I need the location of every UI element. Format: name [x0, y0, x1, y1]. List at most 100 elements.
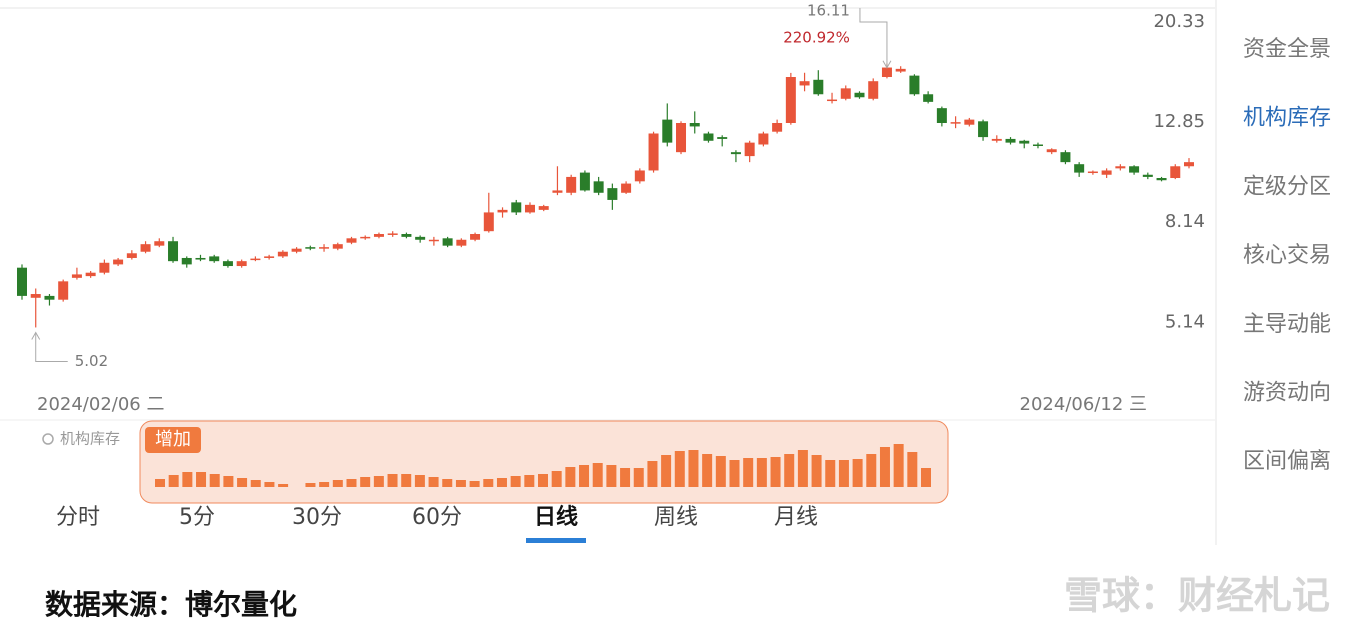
candle-body — [1101, 170, 1112, 175]
candle-body — [991, 138, 1002, 141]
period-tab[interactable]: 月线 — [774, 505, 818, 530]
volume-bar — [373, 476, 384, 487]
candle-body — [1060, 152, 1071, 163]
period-tab[interactable]: 60分 — [412, 505, 462, 530]
menu-item[interactable]: 游资动向 — [1243, 381, 1331, 406]
volume-bar — [182, 472, 193, 487]
menu-item[interactable]: 区间偏离 — [1243, 449, 1331, 474]
volume-bar — [209, 474, 220, 487]
candle-body — [730, 152, 741, 155]
candle-body — [744, 142, 755, 157]
period-tab[interactable]: 日线 — [534, 504, 578, 530]
volume-bar — [455, 480, 466, 487]
volume-bar — [661, 455, 672, 487]
volume-bar — [893, 444, 904, 487]
candle-body — [113, 259, 124, 265]
candle-body — [813, 79, 824, 95]
candle-body — [909, 75, 920, 95]
volume-bar — [510, 476, 521, 487]
candle-body — [579, 172, 590, 191]
volume-bar — [565, 467, 576, 487]
candle-body — [1032, 144, 1043, 147]
candle-body — [1156, 178, 1167, 181]
volume-bar — [756, 458, 767, 487]
candle-body — [607, 188, 618, 200]
candle-body — [936, 108, 947, 123]
candle-body — [593, 181, 604, 193]
candle-body — [181, 257, 192, 265]
max-leader — [859, 8, 888, 67]
candle-body — [1046, 149, 1057, 153]
candle-body — [785, 77, 796, 123]
candle-body — [277, 251, 288, 257]
candle-body — [209, 256, 220, 262]
candle-body — [621, 183, 632, 193]
y-tick-label: 5.14 — [1165, 311, 1205, 332]
candle-body — [264, 256, 275, 258]
volume-bar — [346, 479, 357, 487]
candle-body — [456, 239, 467, 246]
period-tab[interactable]: 5分 — [179, 505, 215, 530]
candle-body — [978, 121, 989, 138]
candle-body — [1129, 166, 1140, 173]
gear-icon — [42, 433, 54, 445]
candle-body — [319, 247, 330, 249]
candle-body — [827, 99, 838, 102]
candle-body — [717, 137, 728, 139]
period-tab[interactable]: 分时 — [56, 505, 100, 530]
volume-bar — [866, 454, 877, 487]
candle-body — [676, 122, 687, 153]
max-arrow — [882, 60, 892, 69]
badge — [145, 427, 201, 453]
candle-body — [497, 209, 508, 213]
candle-body — [483, 212, 494, 232]
candle-body — [71, 274, 82, 278]
volume-bar — [524, 475, 535, 487]
candle-body — [854, 92, 865, 98]
volume-bar — [715, 456, 726, 487]
candle-body — [703, 133, 714, 141]
candle-body — [758, 133, 769, 145]
badge-text: 增加 — [155, 429, 191, 450]
menu-item[interactable]: 核心交易 — [1243, 243, 1331, 268]
menu-item[interactable]: 资金全景 — [1243, 37, 1331, 62]
candle-body — [415, 236, 426, 240]
candle-body — [44, 295, 55, 300]
volume-bar — [825, 460, 836, 487]
min-label: 5.02 — [75, 352, 108, 370]
candle-body — [250, 258, 261, 261]
volume-bar — [688, 450, 699, 487]
candle-body — [1184, 162, 1194, 167]
volume-bar — [852, 459, 863, 487]
candle-body — [85, 272, 96, 277]
candle-body — [1005, 138, 1016, 143]
volume-bar — [702, 454, 713, 487]
candle-body — [689, 122, 700, 127]
candle-body — [222, 261, 233, 267]
candle-body — [168, 241, 179, 262]
menu-item[interactable]: 定级分区 — [1243, 174, 1331, 199]
candle-body — [442, 238, 453, 246]
candle-body — [346, 238, 357, 243]
menu-item[interactable]: 机构库存 — [1243, 106, 1331, 131]
volume-bar — [319, 482, 330, 487]
volume-bar — [921, 468, 931, 487]
volume-bar — [620, 468, 631, 487]
period-tab[interactable]: 周线 — [654, 505, 698, 530]
candle-body — [58, 281, 69, 300]
period-tab[interactable]: 30分 — [292, 505, 342, 530]
menu-item[interactable]: 主导动能 — [1243, 312, 1331, 337]
max-label: 16.11 — [807, 2, 850, 20]
volume-bar — [237, 478, 248, 487]
volume-bar — [496, 478, 507, 487]
candle-body — [360, 236, 371, 239]
volume-bar — [784, 454, 795, 487]
candle-body — [799, 81, 810, 86]
source: 数据来源：博尔量化 — [45, 588, 297, 621]
volume-bar — [811, 455, 822, 487]
candle-body — [634, 170, 645, 182]
volume-bar — [647, 461, 658, 487]
candle-body — [1087, 171, 1098, 174]
y-tick-label: 8.14 — [1165, 211, 1205, 232]
candle-body — [950, 122, 961, 124]
